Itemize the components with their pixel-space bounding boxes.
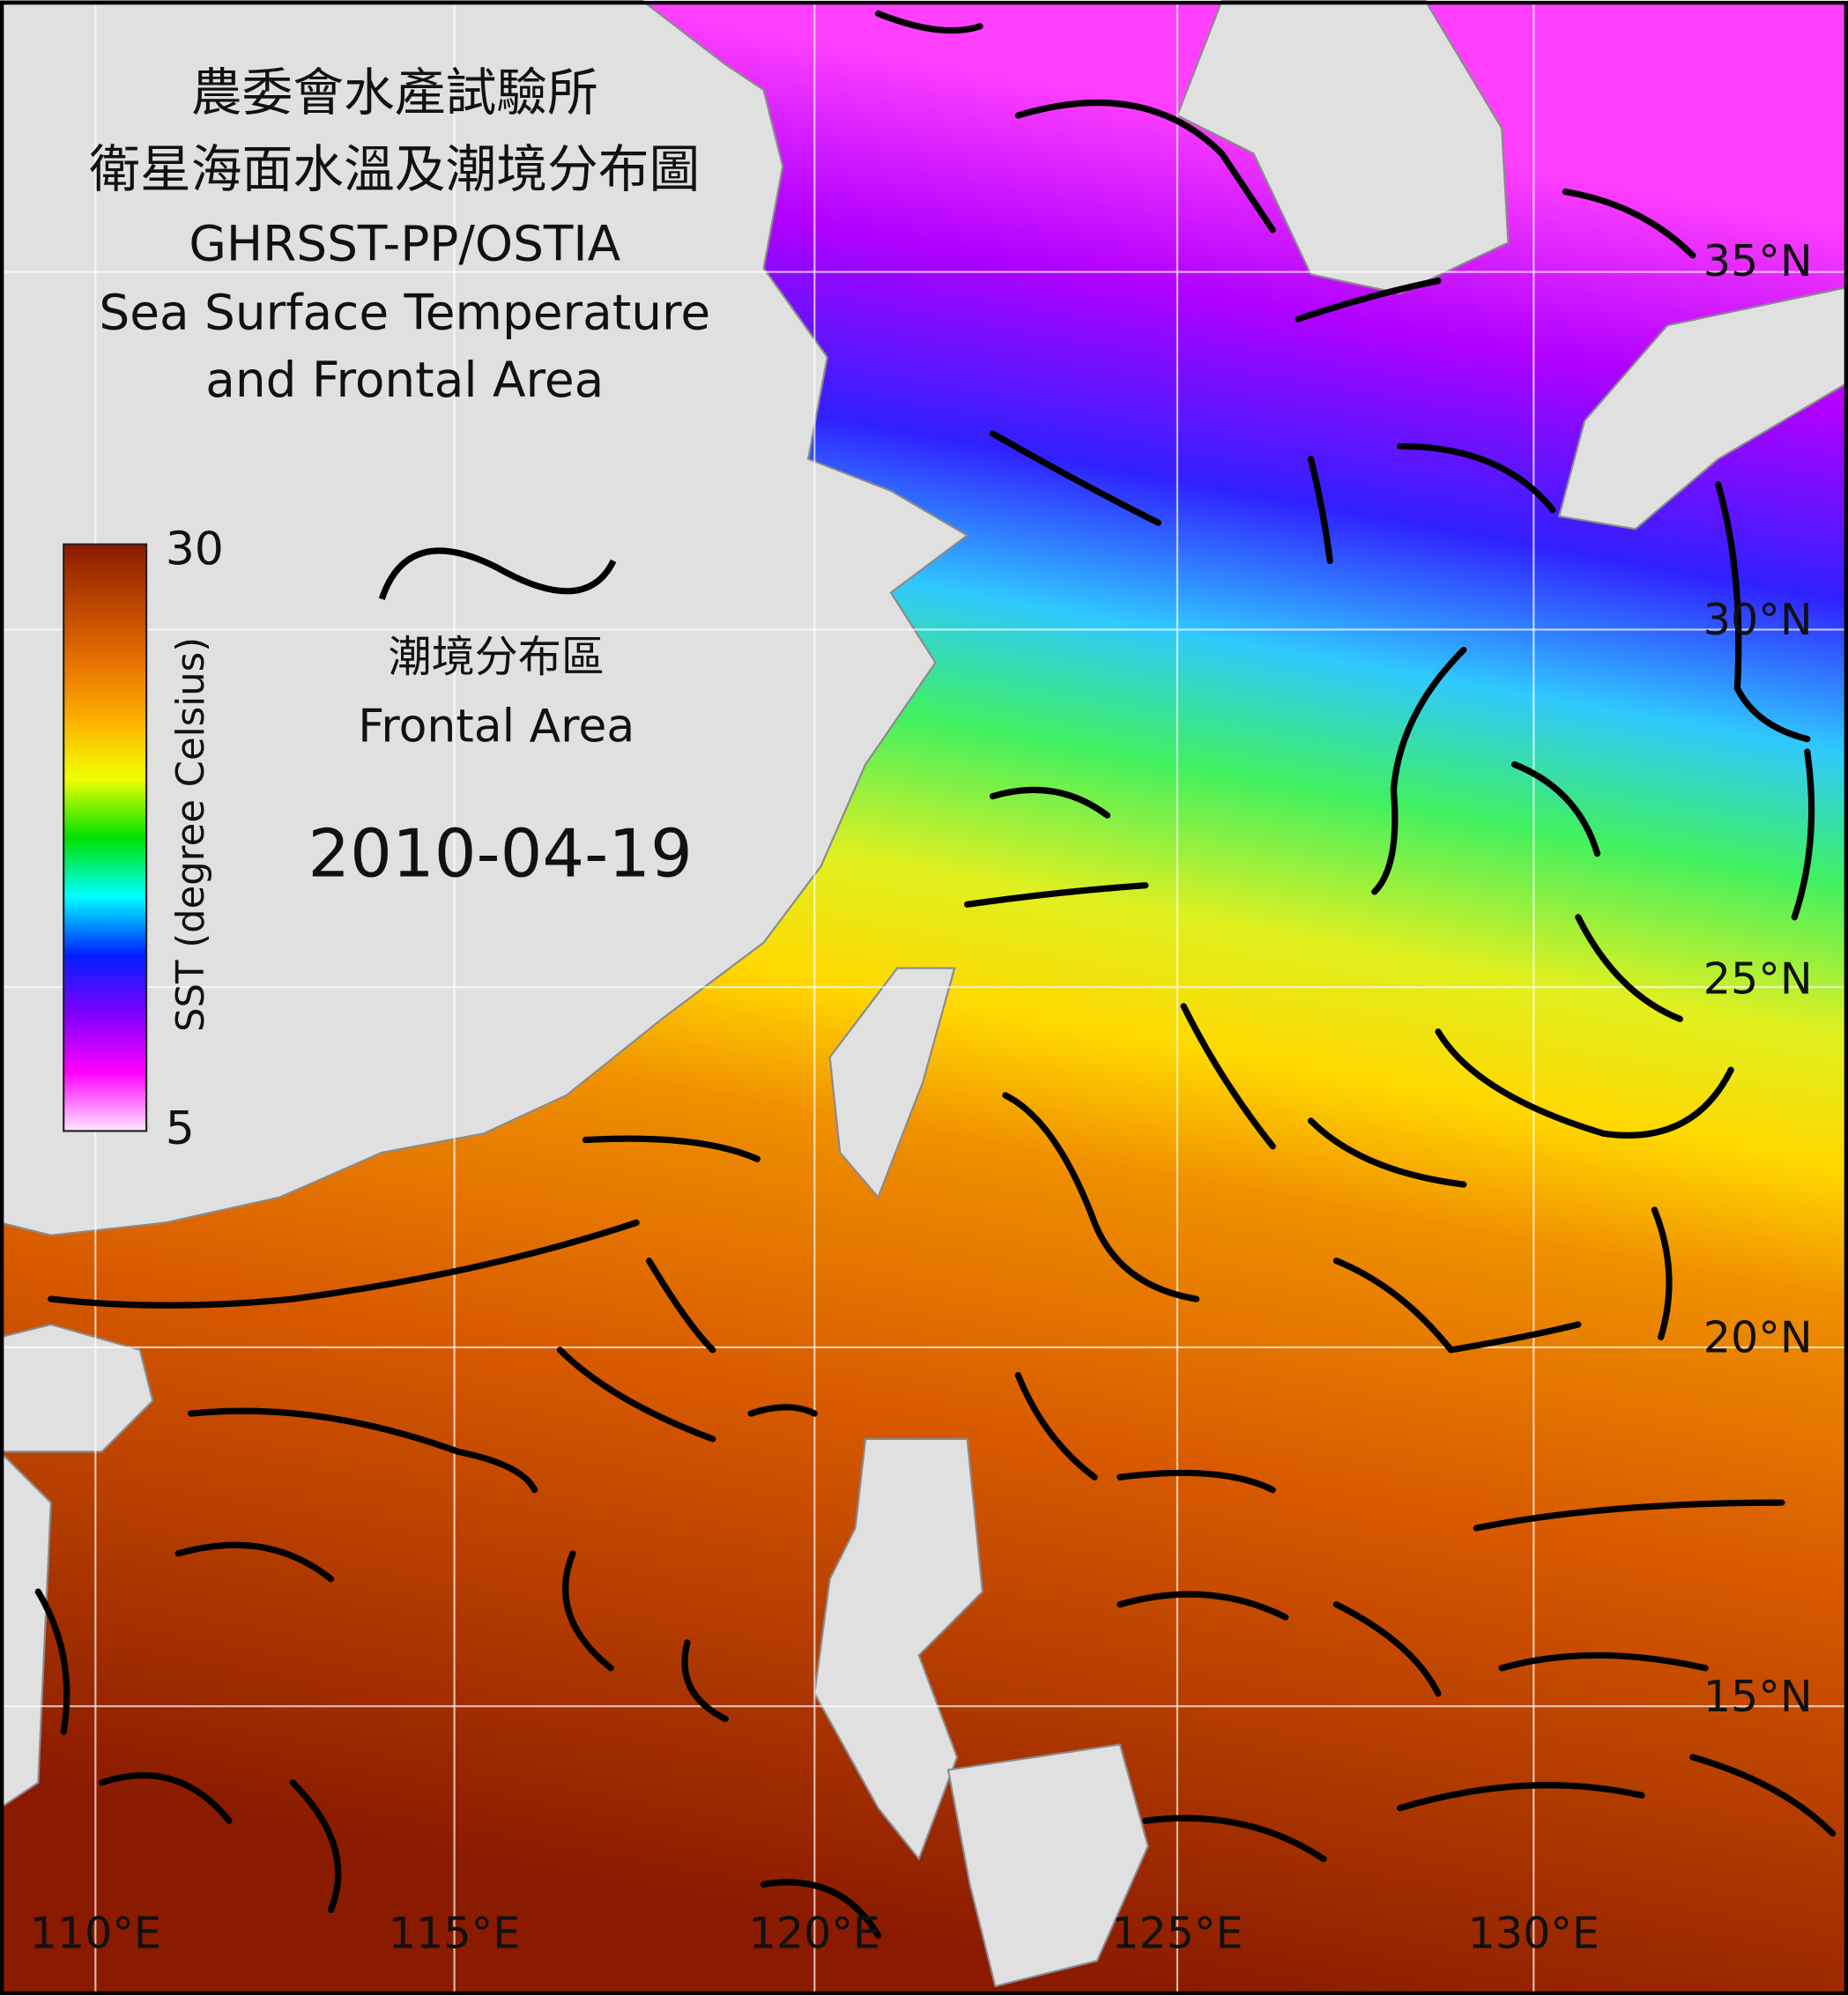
front-line bbox=[874, 10, 983, 34]
lon-label: 130°E bbox=[1468, 1908, 1599, 1959]
front-line bbox=[1473, 1499, 1785, 1532]
front-line bbox=[1562, 188, 1696, 259]
lat-label: 35°N bbox=[1703, 235, 1813, 286]
front-line bbox=[1689, 1754, 1837, 1837]
lon-label: 125°E bbox=[1111, 1908, 1243, 1959]
front-line bbox=[1511, 761, 1601, 857]
luzon bbox=[813, 1437, 984, 1861]
front-line bbox=[289, 1219, 640, 1302]
korea bbox=[1176, 0, 1510, 295]
front-line bbox=[1117, 1469, 1276, 1494]
china-coast bbox=[0, 0, 969, 1236]
front-line bbox=[989, 786, 1111, 819]
legend: 潮境分布區 Frontal Area bbox=[358, 547, 635, 753]
front-line bbox=[1397, 442, 1556, 514]
colorbar-tick: 30 bbox=[166, 523, 224, 576]
front-line bbox=[1715, 481, 1811, 743]
front-line bbox=[681, 1639, 729, 1723]
colorbar: 30 5 SST (degree Celsius) bbox=[63, 523, 224, 1155]
front-line bbox=[747, 1404, 818, 1417]
lon-label: 115°E bbox=[389, 1908, 520, 1959]
front-line bbox=[1447, 1321, 1582, 1354]
front-line bbox=[1397, 1782, 1645, 1812]
colorbar-label: SST (degree Celsius) bbox=[169, 637, 213, 1032]
front-line bbox=[963, 882, 1149, 908]
front-line bbox=[1371, 646, 1467, 895]
frontal-areas bbox=[34, 10, 1837, 1939]
front-line bbox=[1332, 1601, 1442, 1697]
lat-label: 25°N bbox=[1703, 953, 1813, 1004]
lat-labels: 35°N 30°N 25°N 20°N 15°N bbox=[1703, 235, 1813, 1722]
front-line bbox=[289, 1779, 342, 1913]
legend-line bbox=[378, 547, 617, 600]
front-line bbox=[1791, 748, 1815, 921]
japan bbox=[1557, 286, 1848, 531]
front-line bbox=[645, 1258, 716, 1354]
front-line bbox=[556, 1347, 716, 1443]
lon-label: 110°E bbox=[30, 1908, 161, 1959]
front-line bbox=[1575, 914, 1683, 1022]
lat-label: 20°N bbox=[1703, 1312, 1813, 1363]
visayas bbox=[946, 1743, 1149, 1988]
front-line bbox=[174, 1541, 335, 1583]
front-line bbox=[1014, 1372, 1098, 1480]
front-line bbox=[1307, 1117, 1467, 1188]
front-line bbox=[760, 1879, 882, 1939]
title-en: and Frontal Area bbox=[205, 352, 604, 408]
lon-label: 120°E bbox=[749, 1908, 880, 1959]
front-line bbox=[1014, 99, 1276, 234]
date: 2010-04-19 bbox=[308, 815, 692, 893]
colorbar-ramp bbox=[63, 543, 148, 1132]
title-zh: 農委會水產試驗所 bbox=[191, 63, 598, 122]
lat-label: 30°N bbox=[1703, 594, 1813, 645]
front-line bbox=[1180, 1003, 1276, 1150]
indochina bbox=[0, 1450, 52, 1810]
front-line bbox=[1295, 278, 1442, 323]
title-en: Sea Surface Temperature bbox=[99, 285, 710, 341]
front-line bbox=[1117, 1591, 1289, 1621]
lat-label: 15°N bbox=[1703, 1671, 1813, 1722]
front-line bbox=[1651, 1206, 1673, 1340]
front-line bbox=[1307, 456, 1333, 565]
title-zh: 衛星海面水溫及潮境分布圖 bbox=[89, 139, 700, 199]
legend-label-zh: 潮境分布區 bbox=[389, 631, 605, 682]
front-line bbox=[34, 1588, 71, 1735]
front-line bbox=[1142, 1814, 1327, 1863]
lon-labels: 110°E 115°E 120°E 125°E 130°E bbox=[30, 1908, 1599, 1959]
front-line bbox=[1332, 1258, 1455, 1354]
hainan bbox=[0, 1323, 154, 1453]
front-line bbox=[188, 1407, 538, 1494]
legend-label-en: Frontal Area bbox=[358, 700, 635, 753]
front-line bbox=[582, 1135, 761, 1162]
taiwan bbox=[828, 967, 956, 1199]
front-line bbox=[1002, 1092, 1200, 1302]
front-line bbox=[562, 1550, 614, 1672]
front-line bbox=[98, 1771, 233, 1824]
front-line bbox=[48, 1295, 296, 1309]
title-en: GHRSST-PP/OSTIA bbox=[189, 216, 620, 272]
front-line bbox=[1498, 1651, 1709, 1672]
front-line bbox=[1435, 1028, 1734, 1139]
title-block: 農委會水產試驗所 衛星海面水溫及潮境分布圖 GHRSST-PP/OSTIA Se… bbox=[89, 63, 710, 408]
front-line bbox=[989, 430, 1161, 526]
colorbar-tick: 5 bbox=[166, 1102, 195, 1155]
